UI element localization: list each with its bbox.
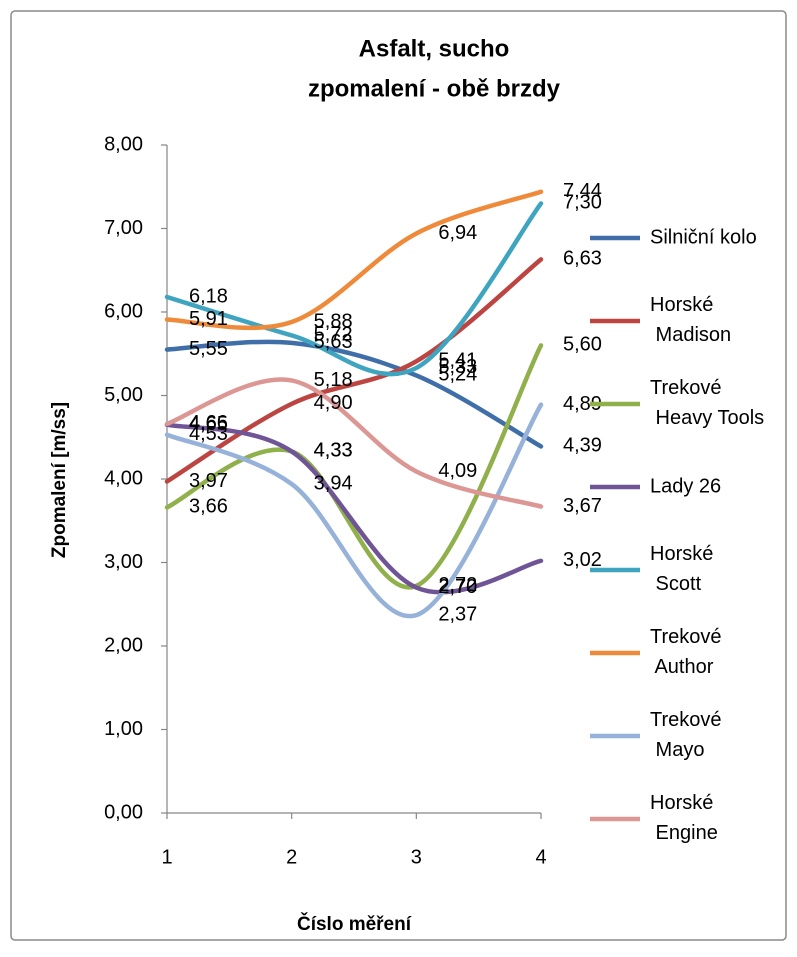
data-label: 5,63 bbox=[314, 331, 353, 353]
data-label: 3,66 bbox=[189, 496, 228, 518]
y-tick-label: 2,00 bbox=[104, 634, 143, 656]
data-label: 3,94 bbox=[314, 472, 353, 494]
data-label: 3,97 bbox=[189, 470, 228, 492]
chart-title: Asfalt, sucho bbox=[359, 35, 510, 62]
data-label: 4,39 bbox=[563, 435, 602, 457]
y-tick-label: 1,00 bbox=[104, 718, 143, 740]
x-tick-label: 4 bbox=[535, 846, 546, 868]
series-line bbox=[164, 201, 544, 377]
data-label: 5,41 bbox=[438, 350, 477, 372]
data-label: 4,33 bbox=[314, 440, 353, 462]
data-label: 6,94 bbox=[438, 222, 477, 244]
legend-label: Horské Scott bbox=[650, 543, 713, 595]
data-label: 5,24 bbox=[438, 364, 477, 386]
data-label: 3,02 bbox=[563, 549, 602, 571]
chart-title: zpomalení - obě brzdy bbox=[308, 75, 561, 102]
data-label: 4,89 bbox=[563, 393, 602, 415]
y-tick-label: 4,00 bbox=[104, 467, 143, 489]
data-label: 5,88 bbox=[314, 310, 353, 332]
data-label: 6,18 bbox=[189, 285, 228, 307]
data-label: 2,37 bbox=[438, 603, 477, 625]
data-label: 4,66 bbox=[189, 412, 228, 434]
data-label: 5,60 bbox=[563, 334, 602, 356]
series-line bbox=[164, 343, 544, 590]
data-label: 5,18 bbox=[314, 369, 353, 391]
legend-label: Trekové Heavy Tools bbox=[650, 377, 764, 429]
data-label: 4,33 bbox=[314, 440, 353, 462]
data-label: 3,67 bbox=[563, 495, 602, 517]
data-label: 5,55 bbox=[189, 338, 228, 360]
data-label: 7,44 bbox=[563, 180, 602, 202]
y-tick-label: 3,00 bbox=[104, 551, 143, 573]
legend-label: Trekové Mayo bbox=[650, 709, 722, 761]
data-label: 5,33 bbox=[438, 356, 477, 378]
legend-label: Lady 26 bbox=[650, 475, 721, 497]
data-label: 4,53 bbox=[189, 423, 228, 445]
y-tick-label: 8,00 bbox=[104, 133, 143, 155]
data-label: 4,65 bbox=[189, 413, 228, 435]
y-tick-label: 5,00 bbox=[104, 384, 143, 406]
y-axis-title: Zpomalení [m/ss] bbox=[49, 402, 70, 558]
x-tick-label: 1 bbox=[161, 846, 172, 868]
data-label: 2,70 bbox=[438, 576, 477, 598]
y-tick-label: 0,00 bbox=[104, 801, 143, 823]
x-tick-label: 3 bbox=[411, 846, 422, 868]
y-tick-label: 6,00 bbox=[104, 300, 143, 322]
series-line bbox=[164, 257, 544, 484]
series-line bbox=[164, 377, 544, 509]
legend-label: Silniční kolo bbox=[650, 226, 757, 248]
data-label: 7,30 bbox=[563, 192, 602, 214]
data-label: 2,72 bbox=[438, 574, 477, 596]
legend-label: Trekové Author bbox=[650, 626, 722, 678]
legend-label: Horské Madison bbox=[650, 294, 731, 346]
series-line bbox=[164, 339, 544, 449]
series-line bbox=[164, 189, 544, 331]
legend-label: Horské Engine bbox=[650, 792, 718, 844]
data-label: 4,09 bbox=[438, 460, 477, 482]
data-label: 6,63 bbox=[563, 248, 602, 270]
data-label: 4,90 bbox=[314, 392, 353, 414]
x-tick-label: 2 bbox=[286, 846, 297, 868]
y-tick-label: 7,00 bbox=[104, 217, 143, 239]
data-label: 5,91 bbox=[189, 308, 228, 330]
data-label: 5,72 bbox=[314, 324, 353, 346]
x-axis-title: Číslo měření bbox=[297, 913, 412, 935]
chart-border bbox=[10, 10, 787, 941]
series-line bbox=[164, 422, 544, 595]
